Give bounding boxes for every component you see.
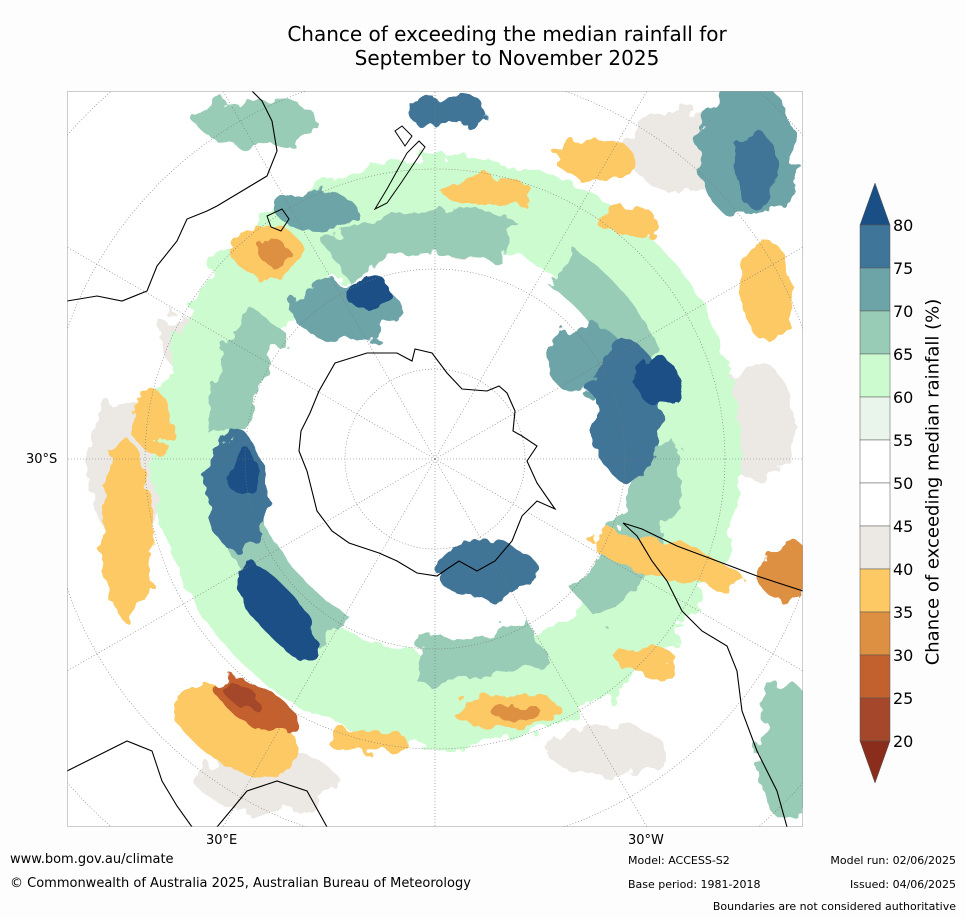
colorbar-tick-label: 45 xyxy=(893,517,913,536)
title-line-2: September to November 2025 xyxy=(354,46,660,70)
colorbar-tick-label: 75 xyxy=(893,259,913,278)
colorbar-segment-70_75 xyxy=(859,267,891,312)
colorbar: 80 75 70 65 60 55 50 45 40 35 30 25 20 xyxy=(859,182,913,784)
colorbar-segment-55_60 xyxy=(859,396,891,441)
map-title: Chance of exceeding the median rainfall … xyxy=(0,22,965,70)
colorbar-tick-label: 30 xyxy=(893,646,913,665)
colorbar-segment-75_80 xyxy=(859,224,891,269)
colorbar-tick-label: 35 xyxy=(893,603,913,622)
colorbar-tick-label: 50 xyxy=(893,474,913,493)
colorbar-tick-label: 20 xyxy=(893,732,913,751)
colorbar-tick-label: 40 xyxy=(893,560,913,579)
antarctica-coastline xyxy=(298,348,557,577)
lon-label-30e: 30°E xyxy=(206,833,238,848)
colorbar-tick-label: 25 xyxy=(893,689,913,708)
tasmania-coastline xyxy=(266,208,290,232)
footer-copyright: © Commonwealth of Australia 2025, Austra… xyxy=(10,876,471,891)
title-line-1: Chance of exceeding the median rainfall … xyxy=(287,22,727,46)
colorbar-tick-label: 80 xyxy=(893,216,913,235)
footer-url[interactable]: www.bom.gov.au/climate xyxy=(10,852,174,867)
south-america-coastline xyxy=(622,522,803,827)
colorbar-tick-label: 55 xyxy=(893,431,913,450)
map-frame xyxy=(67,91,803,827)
wet-cores xyxy=(197,91,803,821)
colorbar-tick-label: 65 xyxy=(893,345,913,364)
footer-disclaimer: Boundaries are not considered authoritat… xyxy=(712,900,956,913)
colorbar-tick-label: 70 xyxy=(893,302,913,321)
colorbar-extend-low xyxy=(859,740,891,784)
colorbar-segment-65_70 xyxy=(859,310,891,355)
colorbar-segments xyxy=(859,182,891,784)
footer-model-run: Model run: 02/06/2025 xyxy=(830,854,956,867)
colorbar-segment-60_65 xyxy=(859,353,891,398)
lat-label-30s: 30°S xyxy=(26,452,58,467)
colorbar-extend-high xyxy=(859,182,891,226)
new-zealand-coastline xyxy=(373,125,426,211)
colorbar-segment-25_30 xyxy=(859,654,891,699)
colorbar-segment-40_45 xyxy=(859,525,891,570)
colorbar-ticks: 80 75 70 65 60 55 50 45 40 35 30 25 20 xyxy=(893,216,913,751)
footer-base-period: Base period: 1981-2018 xyxy=(628,878,761,891)
polar-rainfall-map[interactable] xyxy=(67,91,803,827)
australia-coastline xyxy=(67,91,278,302)
footer-issued: Issued: 04/06/2025 xyxy=(849,878,956,891)
graticule xyxy=(67,91,803,827)
colorbar-segment-20_25 xyxy=(859,697,891,742)
colorbar-segment-35_40 xyxy=(859,568,891,613)
colorbar-segment-45_50 xyxy=(859,482,891,527)
lon-label-30w: 30°W xyxy=(628,833,664,848)
africa-coastline xyxy=(67,740,328,827)
footer-model: Model: ACCESS-S2 xyxy=(628,854,730,867)
colorbar-segment-30_35 xyxy=(859,611,891,656)
colorbar-tick-label: 60 xyxy=(893,388,913,407)
colorbar-segment-50_55 xyxy=(859,439,891,484)
dry-patches xyxy=(102,141,803,778)
wet-ring-light xyxy=(152,156,742,746)
